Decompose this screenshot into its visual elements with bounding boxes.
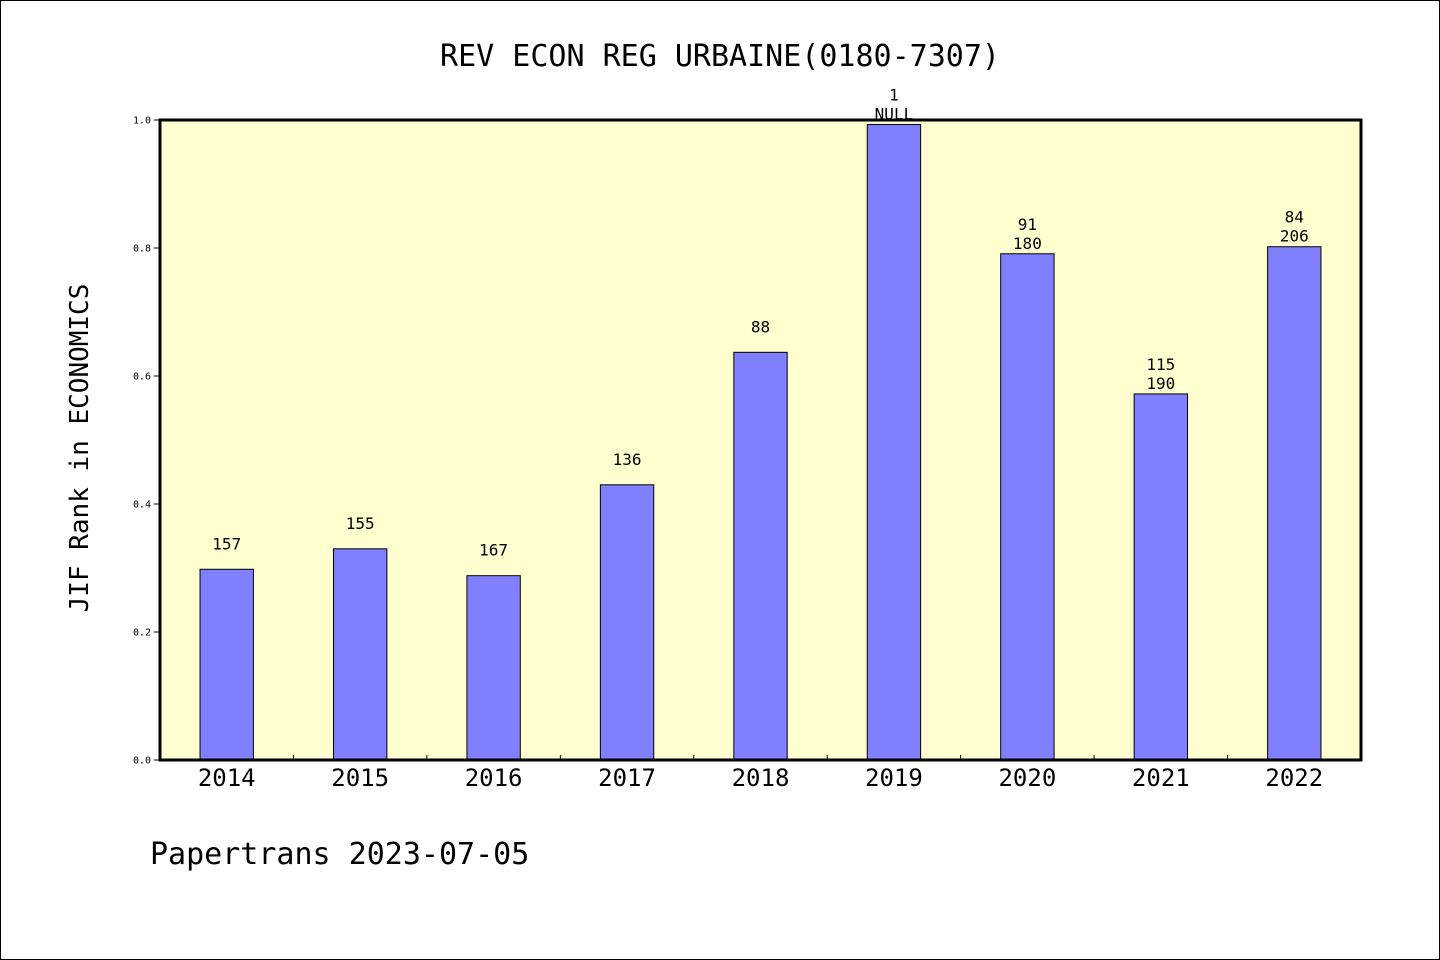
bar-2018 [733, 351, 788, 761]
y-tick-label: 0.8 [133, 244, 151, 255]
data-label-bottom: 190 [1146, 374, 1175, 393]
bar-2017 [599, 484, 655, 761]
y-axis-label: JIF Rank in ECONOMICS [65, 284, 95, 613]
x-tick-label: 2021 [1132, 764, 1190, 792]
x-tick-label: 2018 [732, 764, 790, 792]
plot-border [158, 118, 1363, 762]
data-label-top: 84 [1285, 208, 1304, 227]
y-axis: 0.0 0.2 0.4 0.6 0.8 1.0 [133, 116, 160, 767]
bars-group [199, 123, 1322, 761]
footer-credit: Papertrans 2023-07-05 [150, 837, 529, 872]
y-tick-label: 0.2 [133, 628, 151, 639]
x-axis: 2014 2015 2016 2017 2018 2019 2020 2021 2022 [198, 755, 1323, 792]
bar-2015 [332, 548, 388, 761]
bar-2016 [466, 575, 521, 761]
bar-2019 [866, 123, 922, 761]
bar-2014 [199, 568, 254, 761]
y-tick-label: 0.4 [133, 500, 151, 511]
x-tick-label: 2016 [465, 764, 523, 792]
data-label: 157 [212, 534, 241, 553]
bar-2020 [1000, 253, 1055, 761]
data-label-top: 115 [1146, 355, 1175, 374]
data-label: 167 [479, 541, 508, 560]
x-tick-label: 2015 [331, 764, 389, 792]
x-tick-label: 2014 [198, 764, 256, 792]
x-tick-label: 2019 [865, 764, 923, 792]
data-label: 155 [346, 514, 375, 533]
bar-2021 [1133, 393, 1189, 761]
x-tick-label: 2020 [998, 764, 1056, 792]
data-label: 136 [613, 450, 642, 469]
chart-title: REV ECON REG URBAINE(0180-7307) [440, 39, 1000, 74]
bar-2022 [1267, 246, 1322, 761]
data-label-bottom: 180 [1013, 234, 1042, 253]
y-tick-label: 0.0 [133, 756, 151, 767]
data-label-top: 1 [889, 85, 899, 104]
data-label-bottom: 206 [1280, 227, 1309, 246]
data-label: 88 [751, 317, 770, 336]
data-label-top: 91 [1018, 215, 1037, 234]
x-tick-label: 2017 [598, 764, 656, 792]
y-tick-label: 1.0 [133, 116, 151, 127]
x-tick-label: 2022 [1265, 764, 1323, 792]
y-tick-label: 0.6 [133, 372, 151, 383]
